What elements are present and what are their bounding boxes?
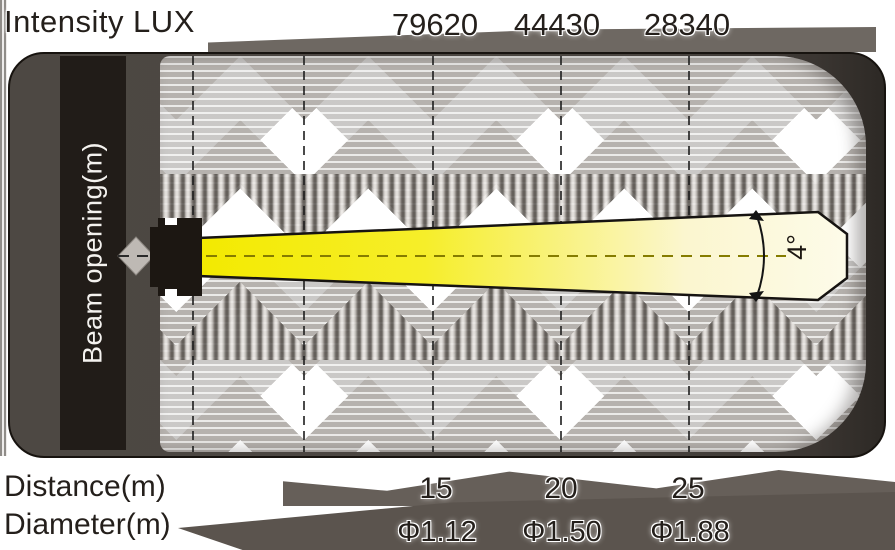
diameter-value-25: Φ1.88: [650, 516, 730, 548]
beam-opening-axis-label: Beam opening(m): [77, 141, 108, 365]
intensity-value-25m: 28340: [643, 7, 731, 42]
diameter-row-label: Diameter(m): [4, 508, 171, 541]
diameter-value-20: Φ1.50: [522, 516, 602, 548]
intensity-value-15m: 79620: [391, 7, 479, 42]
beam-angle-label: 4°: [781, 234, 812, 260]
distance-row-label: Distance(m): [4, 470, 166, 503]
distance-gridline-25: [688, 56, 690, 452]
diameter-value-15: Φ1.12: [397, 516, 477, 548]
intensity-axis-label: Intensity LUX: [4, 4, 195, 39]
distance-gridline-a: [192, 56, 194, 452]
distance-gridline-15: [432, 56, 434, 452]
halftone-band: [160, 174, 866, 360]
beam-opening-axis-bar: Beam opening(m): [60, 56, 126, 450]
background-smudge: [0, 0, 7, 456]
distance-value-20: 20: [544, 472, 578, 505]
distance-gridline-b: [303, 56, 305, 452]
distance-value-15: 15: [419, 472, 453, 505]
diagram-panel: Beam opening(m): [8, 52, 886, 458]
distance-value-25: 25: [671, 472, 705, 505]
plot-area: [160, 56, 866, 452]
intensity-value-20m: 44430: [513, 7, 601, 42]
distance-gridline-20: [560, 56, 562, 452]
